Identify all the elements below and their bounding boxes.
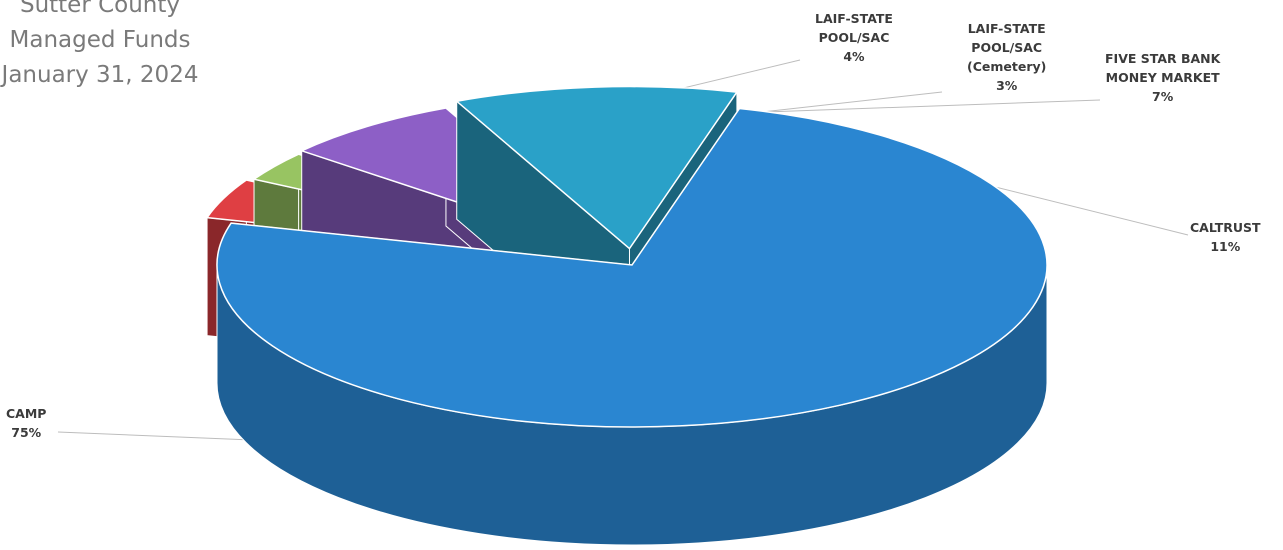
pie-slices <box>205 85 1048 546</box>
slice-name-line: POOL/SAC <box>971 40 1043 55</box>
slice-label-five-star-bank: FIVE STAR BANK MONEY MARKET 7% <box>1105 49 1220 106</box>
slice-label-laif-state-pool-cemetery: LAIF-STATE POOL/SAC (Cemetery) 3% <box>967 19 1046 95</box>
slice-percent: 7% <box>1152 89 1174 104</box>
slice-label-laif-state-pool: LAIF-STATE POOL/SAC 4% <box>815 9 893 66</box>
slice-name-line: LAIF-STATE <box>815 11 893 26</box>
slice-name-line: (Cemetery) <box>967 59 1047 74</box>
slice-percent: 75% <box>11 425 42 440</box>
chart-title-line1: Sutter County <box>19 0 181 18</box>
chart-title-line2: Managed Funds <box>9 27 191 53</box>
slice-name-line: FIVE STAR BANK <box>1105 51 1221 66</box>
slice-name-line: POOL/SAC <box>818 30 890 45</box>
slice-name-line: CAMP <box>6 406 47 421</box>
slice-percent: 11% <box>1210 239 1241 254</box>
pie-slice-camp <box>216 106 1048 546</box>
slice-percent: 4% <box>843 49 865 64</box>
chart-title-line3: January 31, 2024 <box>1 62 199 88</box>
slice-label-camp: CAMP 75% <box>6 404 46 442</box>
chart-title: Sutter County Managed Funds January 31, … <box>0 0 220 93</box>
slice-name-line: CALTRUST <box>1190 220 1261 235</box>
slice-name-line: LAIF-STATE <box>967 21 1046 36</box>
slice-label-caltrust: CALTRUST 11% <box>1190 218 1261 256</box>
slice-percent: 3% <box>996 78 1018 93</box>
slice-name-line: MONEY MARKET <box>1105 70 1220 85</box>
